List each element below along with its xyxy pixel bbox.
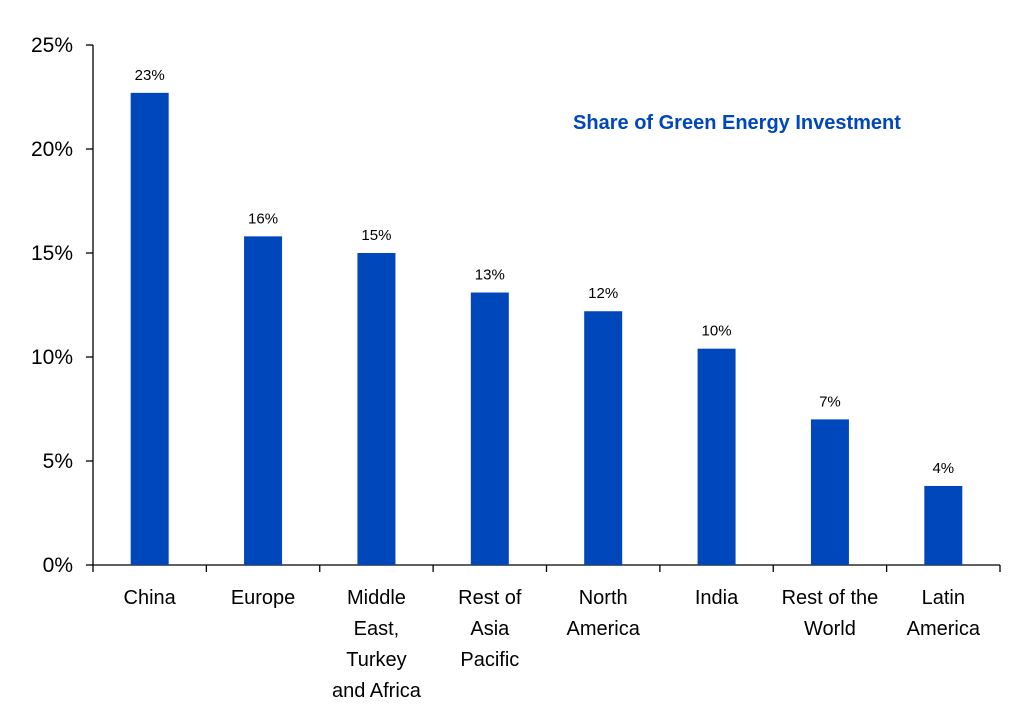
data-label: 16%: [248, 210, 278, 227]
data-labels: 23% 16% 15% 13% 12% 10% 7% 4%: [135, 67, 954, 477]
bar: [697, 348, 736, 565]
x-tick-label: Rest of the World: [782, 587, 879, 640]
data-label: 12%: [588, 285, 618, 302]
bar: [810, 419, 849, 565]
y-tick-label: 20%: [31, 138, 73, 161]
x-tick-label: North America: [567, 587, 641, 640]
chart-title: Share of Green Energy Investment: [573, 112, 901, 134]
x-tick-label: Rest of Asia Pacific: [458, 587, 522, 671]
y-tick-label: 25%: [31, 34, 73, 57]
y-axis: 0% 5% 10% 15% 20% 25%: [31, 34, 94, 577]
x-tick-label: Middle East, Turkey and Africa: [332, 587, 422, 702]
bars: [130, 92, 963, 566]
data-label: 7%: [819, 393, 841, 410]
bar: [130, 92, 169, 565]
bar: [924, 485, 963, 565]
y-tick-label: 15%: [31, 242, 73, 265]
x-tick-label: Europe: [231, 587, 296, 609]
y-tick-label: 10%: [31, 346, 73, 369]
y-tick-label: 5%: [43, 450, 73, 473]
y-tick-label: 0%: [43, 554, 73, 577]
x-axis: China Europe Middle East, Turkey and Africa Re…: [92, 564, 1001, 702]
data-label: 15%: [361, 227, 391, 244]
x-tick-label: India: [695, 587, 739, 609]
bar: [244, 236, 283, 566]
data-label: 4%: [932, 460, 954, 477]
data-label: 13%: [475, 267, 505, 284]
x-tick-label: China: [124, 587, 177, 609]
bar: [357, 253, 396, 565]
data-label: 10%: [702, 323, 732, 340]
bar: [470, 292, 509, 565]
bar: [584, 311, 623, 565]
data-label: 23%: [135, 67, 165, 84]
x-tick-label: Latin America: [907, 587, 981, 640]
